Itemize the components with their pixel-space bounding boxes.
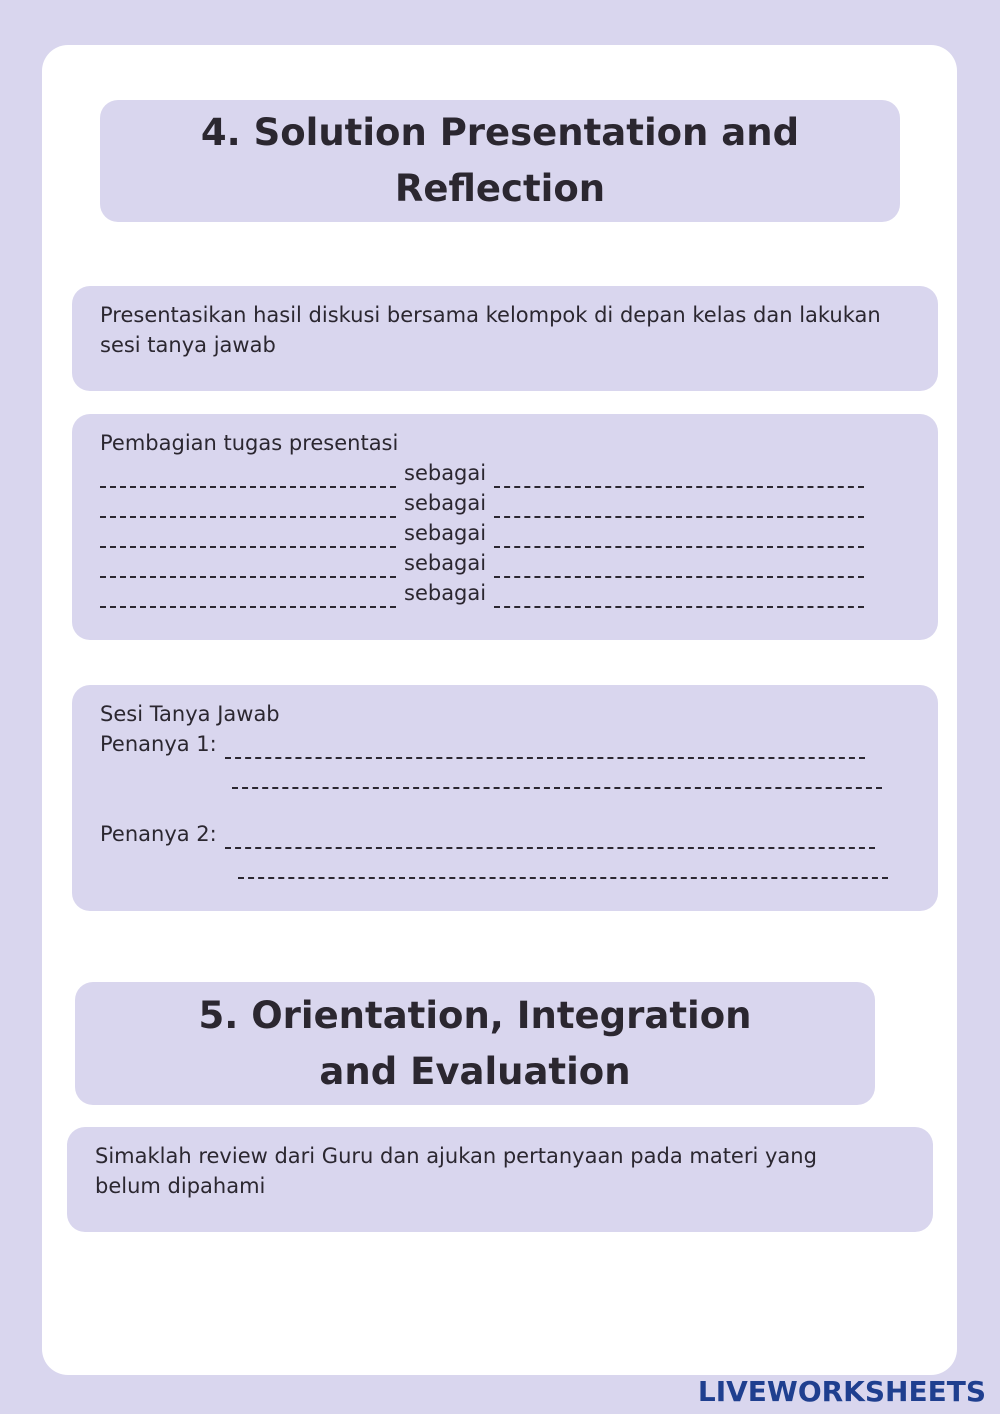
instruction: Presentasikan hasil diskusi bersama kelo…: [100, 303, 881, 357]
task-connector: sebagai: [404, 491, 487, 515]
name-blank[interactable]: [100, 524, 396, 548]
qa-heading: Sesi Tanya Jawab: [100, 702, 280, 726]
asker-label: Penanya 2:: [100, 822, 217, 846]
brand-logo[interactable]: LIVEWORKSHEETS: [697, 1375, 986, 1408]
role-blank[interactable]: [494, 584, 865, 608]
task-row: sebagai: [100, 458, 910, 488]
task-row: sebagai: [100, 518, 910, 548]
asker-row: [100, 759, 910, 789]
qa-box: Sesi Tanya Jawab Penanya 1: Penanya 2:: [72, 685, 938, 911]
section-title: 5. Orientation, Integration and Evaluati…: [198, 993, 752, 1093]
answer-blank[interactable]: [224, 735, 865, 759]
task-row: sebagai: [100, 488, 910, 518]
task-box: Pembagian tugas presentasi sebagai sebaga…: [72, 414, 938, 640]
answer-blank[interactable]: [238, 855, 888, 879]
role-blank[interactable]: [494, 524, 865, 548]
name-blank[interactable]: [100, 554, 396, 578]
role-blank[interactable]: [494, 494, 865, 518]
task-connector: sebagai: [404, 551, 487, 575]
role-blank[interactable]: [494, 554, 865, 578]
task-rows: sebagai sebagai sebagai sebagai sebagai: [100, 458, 910, 608]
section-title-box: 5. Orientation, Integration and Evaluati…: [75, 982, 875, 1105]
asker-row: Penanya 1:: [100, 729, 910, 759]
name-blank[interactable]: [100, 584, 396, 608]
section-title-box: 4. Solution Presentation and Reflection: [100, 100, 900, 222]
instruction-box: Presentasikan hasil diskusi bersama kelo…: [72, 286, 938, 391]
task-row: sebagai: [100, 548, 910, 578]
section-title: 4. Solution Presentation and Reflection: [200, 111, 800, 210]
answer-blank[interactable]: [224, 825, 875, 849]
role-blank[interactable]: [494, 464, 865, 488]
instruction-box: Simaklah review dari Guru dan ajukan per…: [67, 1127, 933, 1232]
name-blank[interactable]: [100, 464, 396, 488]
asker-row: Penanya 2:: [100, 819, 910, 849]
name-blank[interactable]: [100, 494, 396, 518]
task-connector: sebagai: [404, 581, 487, 605]
asker-label: Penanya 1:: [100, 732, 217, 756]
task-heading: Pembagian tugas presentasi: [100, 431, 399, 455]
task-connector: sebagai: [404, 461, 487, 485]
task-connector: sebagai: [404, 521, 487, 545]
instruction: Simaklah review dari Guru dan ajukan per…: [95, 1144, 817, 1198]
task-row: sebagai: [100, 578, 910, 608]
asker-row: [100, 849, 910, 879]
answer-blank[interactable]: [232, 765, 882, 789]
